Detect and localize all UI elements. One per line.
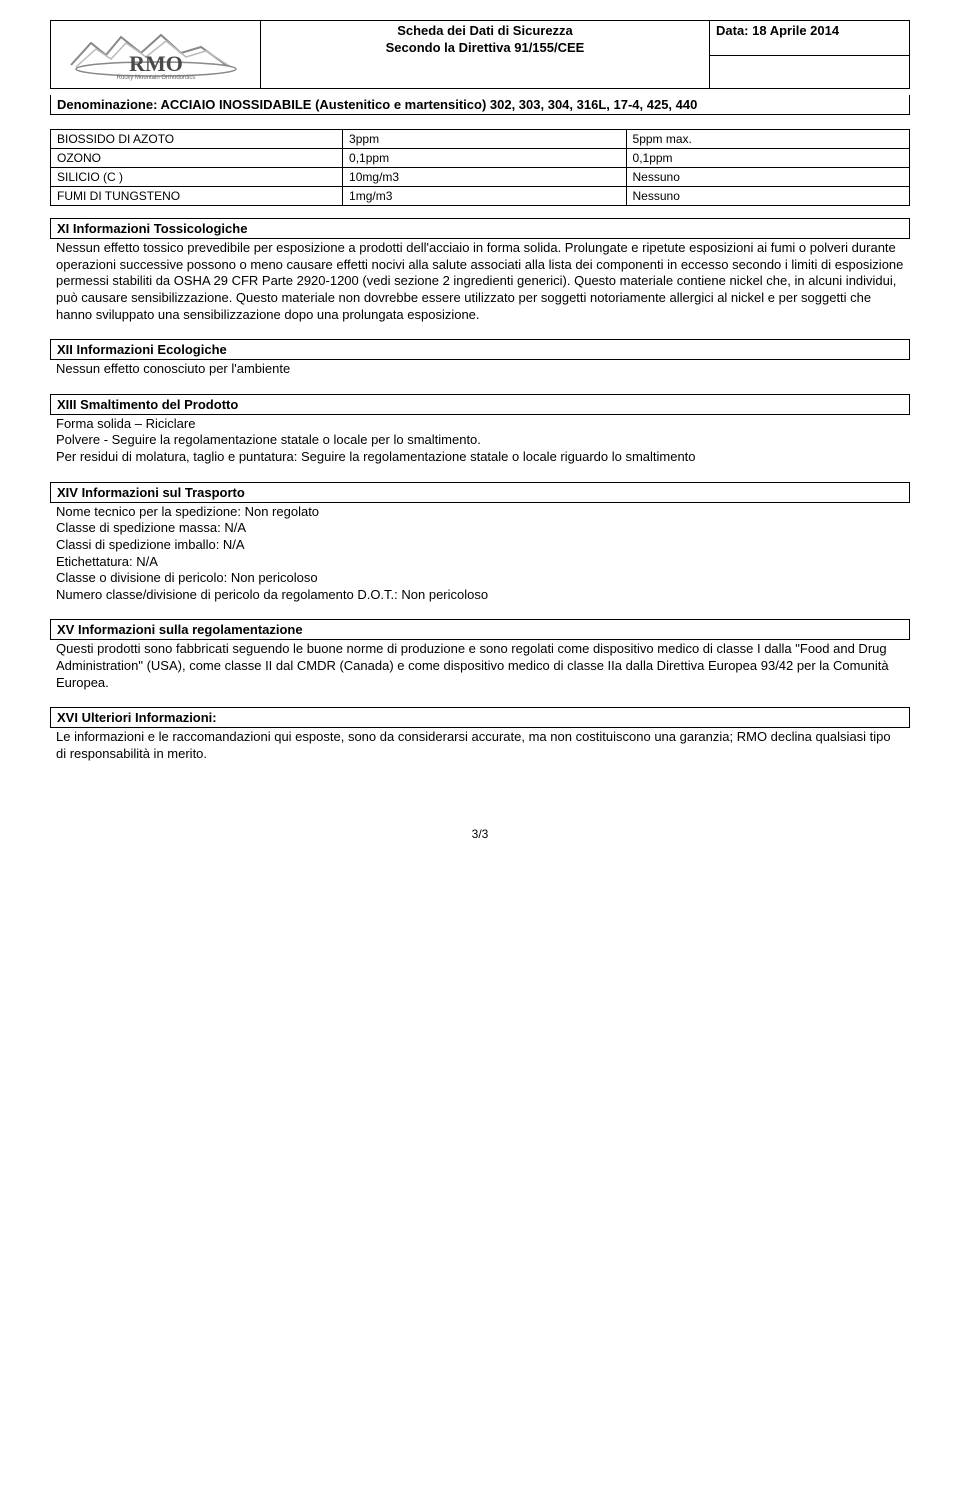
table-row: OZONO0,1ppm0,1ppm bbox=[51, 149, 910, 168]
header-title-line2: Secondo la Direttiva 91/155/CEE bbox=[386, 40, 585, 55]
exposure-v1: 10mg/m3 bbox=[343, 168, 626, 187]
page-number: 3/3 bbox=[50, 767, 910, 841]
denomination: Denominazione: ACCIAIO INOSSIDABILE (Aus… bbox=[50, 95, 910, 115]
section-xii-body: Nessun effetto conosciuto per l'ambiente bbox=[50, 360, 910, 382]
exposure-name: OZONO bbox=[51, 149, 343, 168]
logo-cell: RMO Rocky Mountain Orthodontics bbox=[51, 21, 261, 89]
exposure-table: BIOSSIDO DI AZOTO3ppm5ppm max.OZONO0,1pp… bbox=[50, 129, 910, 206]
section-xii-title: XII Informazioni Ecologiche bbox=[50, 339, 910, 360]
section-xi-title: XI Informazioni Tossicologiche bbox=[50, 218, 910, 239]
exposure-v1: 0,1ppm bbox=[343, 149, 626, 168]
exposure-v2: Nessuno bbox=[626, 168, 909, 187]
rmo-logo: RMO Rocky Mountain Orthodontics bbox=[66, 25, 246, 81]
section-xi-body: Nessun effetto tossico prevedibile per e… bbox=[50, 239, 910, 327]
table-row: BIOSSIDO DI AZOTO3ppm5ppm max. bbox=[51, 130, 910, 149]
exposure-name: FUMI DI TUNGSTENO bbox=[51, 187, 343, 206]
section-xiv-title: XIV Informazioni sul Trasporto bbox=[50, 482, 910, 503]
exposure-v2: 0,1ppm bbox=[626, 149, 909, 168]
section-xiii-title: XIII Smaltimento del Prodotto bbox=[50, 394, 910, 415]
section-xv-body: Questi prodotti sono fabbricati seguendo… bbox=[50, 640, 910, 695]
table-row: FUMI DI TUNGSTENO1mg/m3Nessuno bbox=[51, 187, 910, 206]
header-title-line1: Scheda dei Dati di Sicurezza bbox=[397, 23, 573, 38]
exposure-name: BIOSSIDO DI AZOTO bbox=[51, 130, 343, 149]
exposure-name: SILICIO (C ) bbox=[51, 168, 343, 187]
section-xiii-body: Forma solida – RiciclarePolvere - Seguir… bbox=[50, 415, 910, 470]
section-xvi-title: XVI Ulteriori Informazioni: bbox=[50, 707, 910, 728]
logo-brand-text: RMO bbox=[129, 51, 183, 76]
section-xvi-body: Le informazioni e le raccomandazioni qui… bbox=[50, 728, 910, 766]
table-row: SILICIO (C )10mg/m3Nessuno bbox=[51, 168, 910, 187]
exposure-v2: Nessuno bbox=[626, 187, 909, 206]
exposure-v2: 5ppm max. bbox=[626, 130, 909, 149]
exposure-v1: 3ppm bbox=[343, 130, 626, 149]
section-xiv-body: Nome tecnico per la spedizione: Non rego… bbox=[50, 503, 910, 608]
section-xv-title: XV Informazioni sulla regolamentazione bbox=[50, 619, 910, 640]
logo-tagline-text: Rocky Mountain Orthodontics bbox=[116, 75, 195, 81]
exposure-v1: 1mg/m3 bbox=[343, 187, 626, 206]
header-table: RMO Rocky Mountain Orthodontics Scheda d… bbox=[50, 20, 910, 89]
header-date: Data: 18 Aprile 2014 bbox=[710, 21, 910, 56]
header-empty-cell bbox=[710, 55, 910, 88]
header-title: Scheda dei Dati di Sicurezza Secondo la … bbox=[261, 21, 710, 89]
